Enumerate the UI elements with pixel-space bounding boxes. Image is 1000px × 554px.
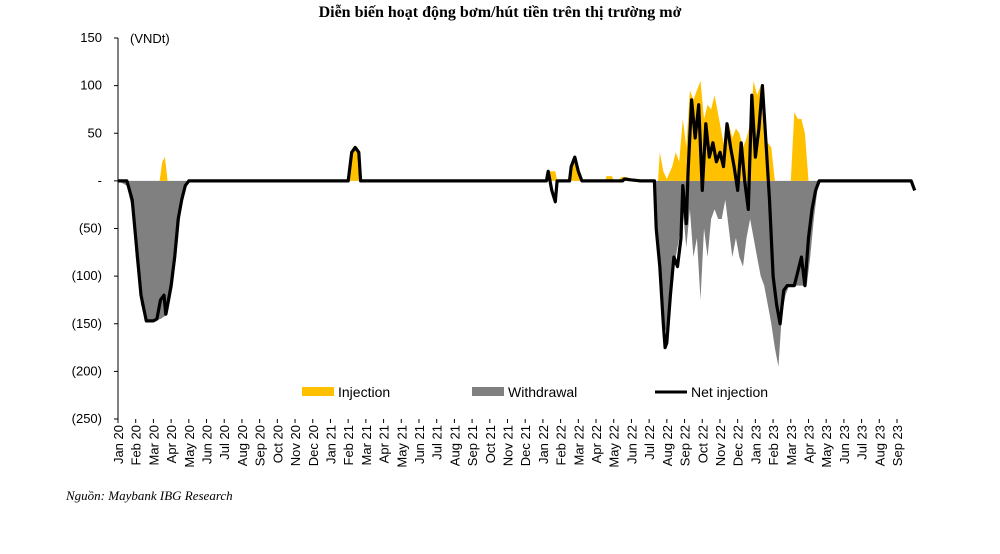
x-tick-label: May 23 [819, 425, 834, 468]
x-tick-label: May 21 [394, 425, 409, 468]
legend-label: Injection [338, 384, 390, 400]
x-tick-label: Sep 20 [253, 425, 268, 466]
y-tick-label: (250) [72, 411, 102, 426]
x-tick-label: Sep 21 [465, 425, 480, 466]
legend-swatch-withdrawal [472, 387, 504, 396]
x-tick-label: Apr 21 [377, 425, 392, 463]
x-tick-label: Mar 23 [784, 425, 799, 465]
x-tick-label: Dec 22 [731, 425, 746, 466]
x-tick-label: Jan 20 [111, 425, 126, 464]
x-tick-label: May 22 [607, 425, 622, 468]
legend: Injection Withdrawal Net injection [302, 384, 768, 400]
x-tick-label: Sep 22 [678, 425, 693, 466]
x-tick-label: Jan 22 [536, 425, 551, 464]
x-tick-label: Jul 23 [855, 425, 870, 460]
x-tick-label: Jun 22 [624, 425, 639, 464]
x-tick-label: Jan 21 [323, 425, 338, 464]
x-tick-label: Oct 20 [270, 425, 285, 463]
unit-label: (VNDt) [130, 31, 170, 46]
x-tick-label: Feb 23 [766, 425, 781, 465]
legend-swatch-injection [302, 387, 334, 396]
x-tick-label: Nov 21 [501, 425, 516, 466]
y-tick-label: (200) [72, 363, 102, 378]
x-tick-label: Mar 22 [571, 425, 586, 465]
x-tick-label: Jun 21 [412, 425, 427, 464]
x-tick-label: May 20 [182, 425, 197, 468]
x-tick-label: Nov 22 [713, 425, 728, 466]
net-injection-line [118, 84, 917, 350]
chart-title: Diễn biến hoạt động bơm/hút tiền trên th… [318, 4, 682, 21]
withdrawal-area [118, 180, 827, 367]
y-tick-label: 100 [80, 78, 102, 93]
x-tick-label: Aug 22 [660, 425, 675, 466]
x-tick-label: Oct 21 [483, 425, 498, 463]
x-tick-label: Feb 20 [129, 425, 144, 465]
x-tick-label: Mar 21 [359, 425, 374, 465]
x-tick-label: Jun 23 [837, 425, 852, 464]
x-tick-label: Oct 22 [695, 425, 710, 463]
x-tick-label: Feb 22 [554, 425, 569, 465]
x-tick-label: Jun 20 [200, 425, 215, 464]
x-tick-label: Apr 23 [801, 425, 816, 463]
legend-label: Withdrawal [508, 384, 577, 400]
x-tick-label: Feb 21 [341, 425, 356, 465]
x-tick-label: Apr 20 [164, 425, 179, 463]
x-tick-label: Jan 23 [748, 425, 763, 464]
y-tick-label: 50 [88, 125, 102, 140]
x-tick-label: Jul 20 [217, 425, 232, 460]
series-areas [118, 80, 827, 367]
y-tick-label: (50) [79, 221, 102, 236]
x-tick-label: Nov 20 [288, 425, 303, 466]
y-tick-label: - [98, 173, 102, 188]
source-note: Nguồn: Maybank IBG Research [66, 488, 233, 503]
x-tick-label: Aug 21 [447, 425, 462, 466]
y-tick-label: (150) [72, 316, 102, 331]
x-tick-label: Mar 20 [146, 425, 161, 465]
legend-label: Net injection [691, 384, 768, 400]
x-tick-label: Jul 22 [642, 425, 657, 460]
y-tick-label: (100) [72, 268, 102, 283]
x-tick-label: Dec 20 [306, 425, 321, 466]
x-tick-label: Jul 21 [430, 425, 445, 460]
net-injection-series [118, 84, 917, 350]
x-tick-label: Sep 23 [890, 425, 905, 466]
x-tick-label: Aug 20 [235, 425, 250, 466]
x-tick-label: Aug 23 [872, 425, 887, 466]
x-tick-label: Dec 21 [518, 425, 533, 466]
y-tick-label: 150 [80, 30, 102, 45]
x-tick-label: Apr 22 [589, 425, 604, 463]
